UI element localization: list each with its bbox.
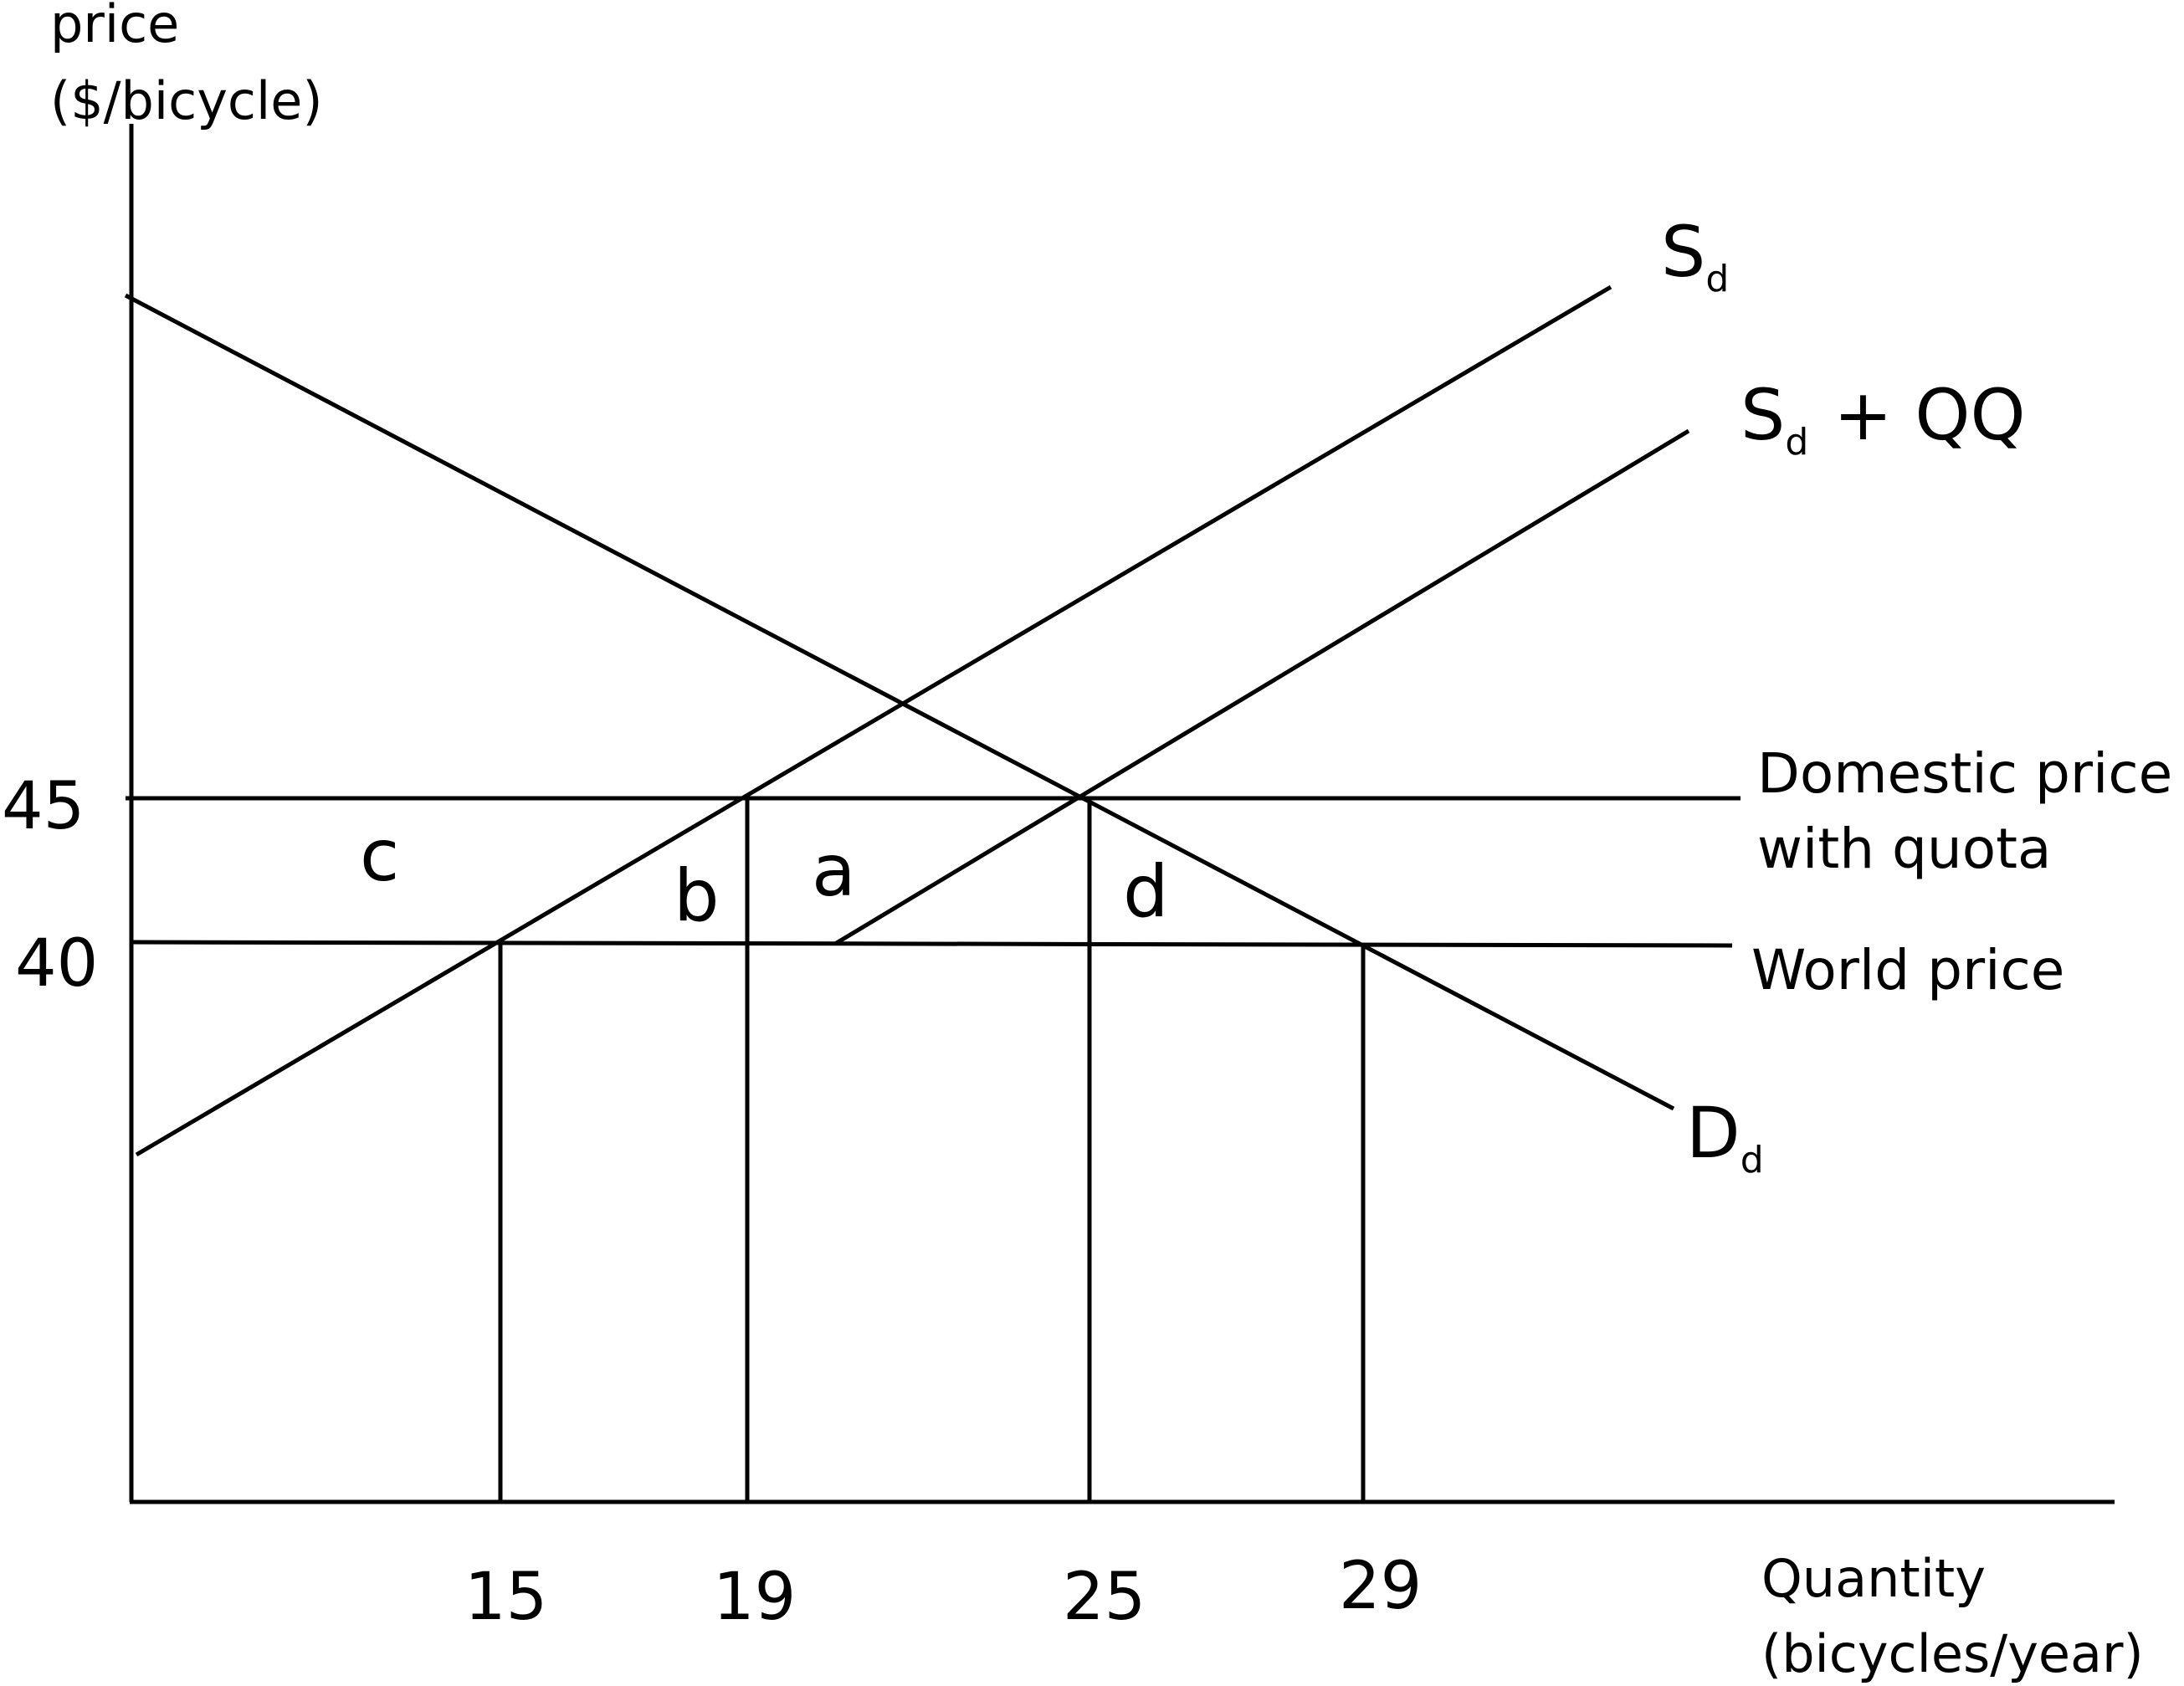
demand-curve	[124, 293, 1675, 1111]
supply-plus-quota-curve	[833, 428, 1690, 946]
x-tick-15: 15	[464, 1560, 547, 1635]
demand-curve-label: Dd	[1686, 1092, 1764, 1181]
region-label-a: a	[812, 829, 856, 913]
supply-plus-quota-label: Sd + QQ	[1741, 374, 2026, 464]
domestic-price-label-line2: with quota	[1757, 817, 2051, 881]
world-price-label: World price	[1751, 938, 2064, 1002]
domestic-price-label-line1: Domestic price	[1757, 741, 2172, 806]
world-price-line	[131, 940, 1733, 948]
y-tick-45: 45	[2, 769, 85, 844]
x-tick-19: 19	[713, 1560, 796, 1635]
supply-curve	[135, 284, 1612, 1157]
x-tick-25: 25	[1063, 1560, 1146, 1635]
region-label-d: d	[1123, 850, 1169, 934]
region-label-b: b	[674, 854, 720, 938]
y-axis-title-line2: ($/bicycle)	[50, 70, 323, 131]
supply-curve-label: Sd	[1661, 211, 1729, 300]
y-axis-title-line1: price	[50, 0, 179, 54]
x-axis-title-line1: Quantity	[1761, 1548, 1986, 1609]
x-axis-title-line2: (bicycles/year)	[1761, 1623, 2144, 1684]
y-tick-40: 40	[15, 926, 98, 1002]
region-label-c: c	[360, 814, 399, 898]
x-tick-29: 29	[1339, 1549, 1422, 1624]
